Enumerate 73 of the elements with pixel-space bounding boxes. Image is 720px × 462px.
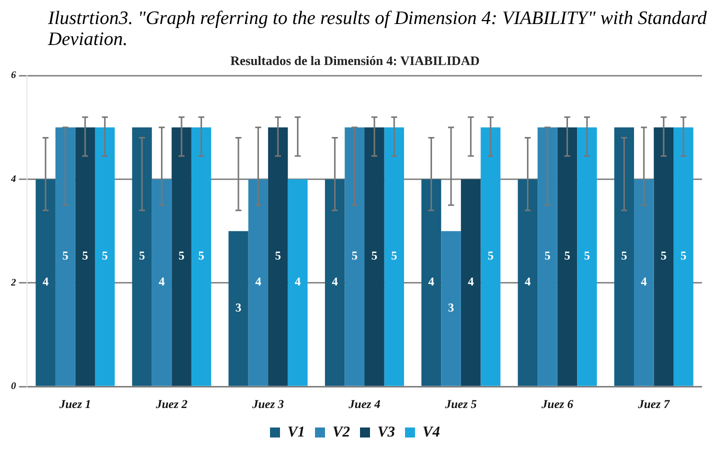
data-label: 4 — [524, 274, 531, 289]
data-label: 4 — [294, 274, 301, 289]
data-label: 5 — [660, 248, 667, 263]
bar — [614, 127, 634, 386]
bar — [288, 179, 308, 386]
data-label: 5 — [584, 248, 590, 263]
data-label: 3 — [448, 300, 454, 315]
bar — [518, 179, 538, 386]
data-label: 5 — [178, 248, 185, 263]
x-tick-label: Juez 2 — [154, 396, 188, 411]
bar — [384, 127, 404, 386]
bar — [480, 127, 500, 386]
bar — [364, 127, 384, 386]
data-label: 5 — [488, 248, 494, 263]
data-label: 4 — [468, 274, 474, 289]
legend-label: V2 — [332, 424, 350, 440]
legend-label: V1 — [287, 424, 306, 440]
data-label: 5 — [544, 248, 550, 263]
y-tick-label: 4 — [10, 174, 16, 185]
bar — [55, 127, 76, 386]
bar — [577, 127, 597, 386]
bar — [557, 127, 578, 386]
x-tick-label: Juez 3 — [251, 396, 284, 411]
y-tick-label: 0 — [11, 381, 16, 392]
bar — [324, 179, 345, 386]
x-tick-label: Juez 5 — [444, 396, 477, 411]
data-label: 5 — [198, 248, 204, 263]
data-label: 5 — [680, 248, 686, 263]
chart-title: Resultados de la Dimensión 4: VIABILIDAD — [230, 53, 480, 68]
data-label: 4 — [42, 274, 49, 289]
data-label: 5 — [102, 248, 108, 263]
bar — [132, 127, 152, 386]
data-label: 4 — [255, 274, 262, 289]
data-label: 5 — [564, 248, 570, 263]
bar — [634, 179, 654, 386]
y-tick-label: 6 — [11, 70, 16, 82]
bar — [152, 179, 172, 386]
bar — [460, 179, 481, 386]
bar — [654, 127, 674, 386]
data-label: 4 — [332, 274, 338, 289]
bar — [268, 127, 288, 386]
data-label: 5 — [391, 248, 398, 263]
data-label: 5 — [621, 248, 628, 263]
bar — [36, 179, 56, 386]
data-label: 4 — [428, 274, 434, 289]
bar — [75, 127, 95, 386]
x-tick-label: Juez 6 — [540, 396, 574, 411]
data-label: 5 — [82, 248, 88, 263]
data-label: 5 — [138, 248, 145, 263]
bar — [344, 127, 364, 386]
bar — [228, 231, 248, 386]
y-tick-label: 2 — [10, 278, 16, 289]
bar — [248, 179, 268, 386]
data-label: 4 — [158, 274, 165, 289]
data-label: 5 — [352, 248, 358, 263]
bar — [441, 231, 461, 386]
data-label: 3 — [235, 300, 242, 315]
text: Ilustrtion3. "Graph referring to the results of Dimension 4: VIABILITY" with Standard Deviation. — [46, 8, 708, 50]
bar — [674, 127, 694, 386]
x-tick-label: Juez 7 — [636, 396, 671, 411]
x-tick-label: Juez 4 — [348, 396, 380, 411]
data-label: 5 — [62, 248, 68, 263]
legend-label: V4 — [422, 424, 441, 440]
bar — [538, 127, 558, 386]
bar — [421, 179, 442, 386]
legend-label: V3 — [378, 424, 396, 440]
x-tick-label: Juez 1 — [58, 396, 92, 411]
bar — [94, 127, 115, 386]
data-label: 5 — [274, 248, 281, 263]
data-label: 4 — [640, 274, 647, 289]
bar — [191, 127, 212, 386]
bar — [172, 127, 192, 386]
data-label: 5 — [371, 248, 378, 263]
